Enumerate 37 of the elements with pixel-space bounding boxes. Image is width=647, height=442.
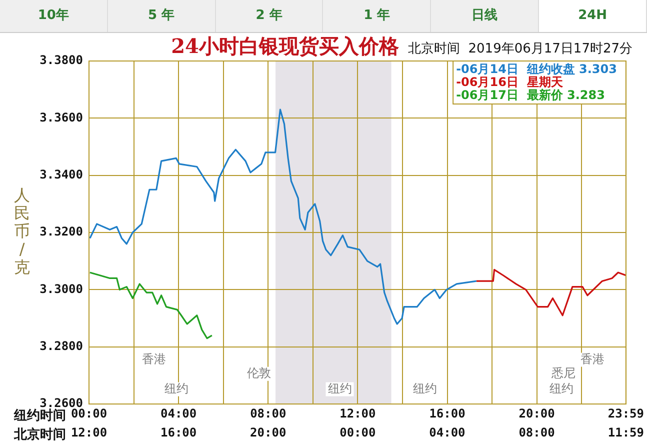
y-tick-label: 3.2800 — [40, 338, 83, 353]
annotation: 纽约 — [550, 381, 574, 396]
y-tick-label: 3.3000 — [40, 282, 83, 296]
y-tick-label: 3.3600 — [40, 110, 83, 124]
chart-title: 24小时白银现货买入价格 — [171, 34, 400, 58]
x2-tick-label: 11:59 — [608, 425, 644, 440]
y-tick-label: 3.3400 — [40, 167, 83, 182]
period-tabs: 10年 5 年 2 年 1 年 日线 24H — [0, 0, 647, 33]
x-tick-label: 08:00 — [250, 406, 286, 420]
text: -06月16日 星期天 — [456, 75, 564, 90]
annotation: 悉尼 — [550, 366, 576, 380]
y-tick-label: 3.3800 — [40, 53, 83, 68]
text: -06月14日 纽约收盘 3.303 — [456, 62, 617, 76]
x2-tick-label: 20:00 — [250, 425, 286, 440]
chart-subtitle: 北京时间 2019年06月17日17时27分 — [408, 41, 633, 56]
text: -06月17日 最新价 3.283 — [456, 88, 605, 102]
y-axis-title: 人民币/克 — [14, 186, 30, 277]
annotation: 纽约 — [413, 381, 438, 396]
x-tick-label: 12:00 — [340, 406, 376, 420]
x-tick-label: 23:59 — [608, 406, 644, 420]
x2-tick-label: 00:00 — [340, 425, 376, 440]
annotation: 香港 — [580, 352, 605, 366]
annotation: 伦敦 — [247, 366, 272, 380]
x2-tick-label: 12:00 — [70, 425, 108, 440]
x-tick-label: 16:00 — [429, 406, 466, 420]
x2-tick-label: 16:00 — [160, 425, 197, 440]
x2-tick-label: 04:00 — [429, 425, 466, 440]
x-axis-title: 纽约时间 — [13, 408, 66, 424]
x-tick-label: 04:00 — [160, 406, 197, 420]
annotation: 香港 — [142, 352, 166, 366]
x2-axis-title: 北京时间 — [13, 426, 66, 442]
x-tick-label: 00:00 — [70, 406, 108, 420]
annotation: 纽约 — [164, 381, 189, 396]
annotation: 纽约 — [328, 381, 352, 396]
x2-tick-label: 08:00 — [518, 425, 555, 440]
y-tick-label: 3.3200 — [40, 224, 83, 239]
x-tick-label: 20:00 — [518, 406, 555, 420]
